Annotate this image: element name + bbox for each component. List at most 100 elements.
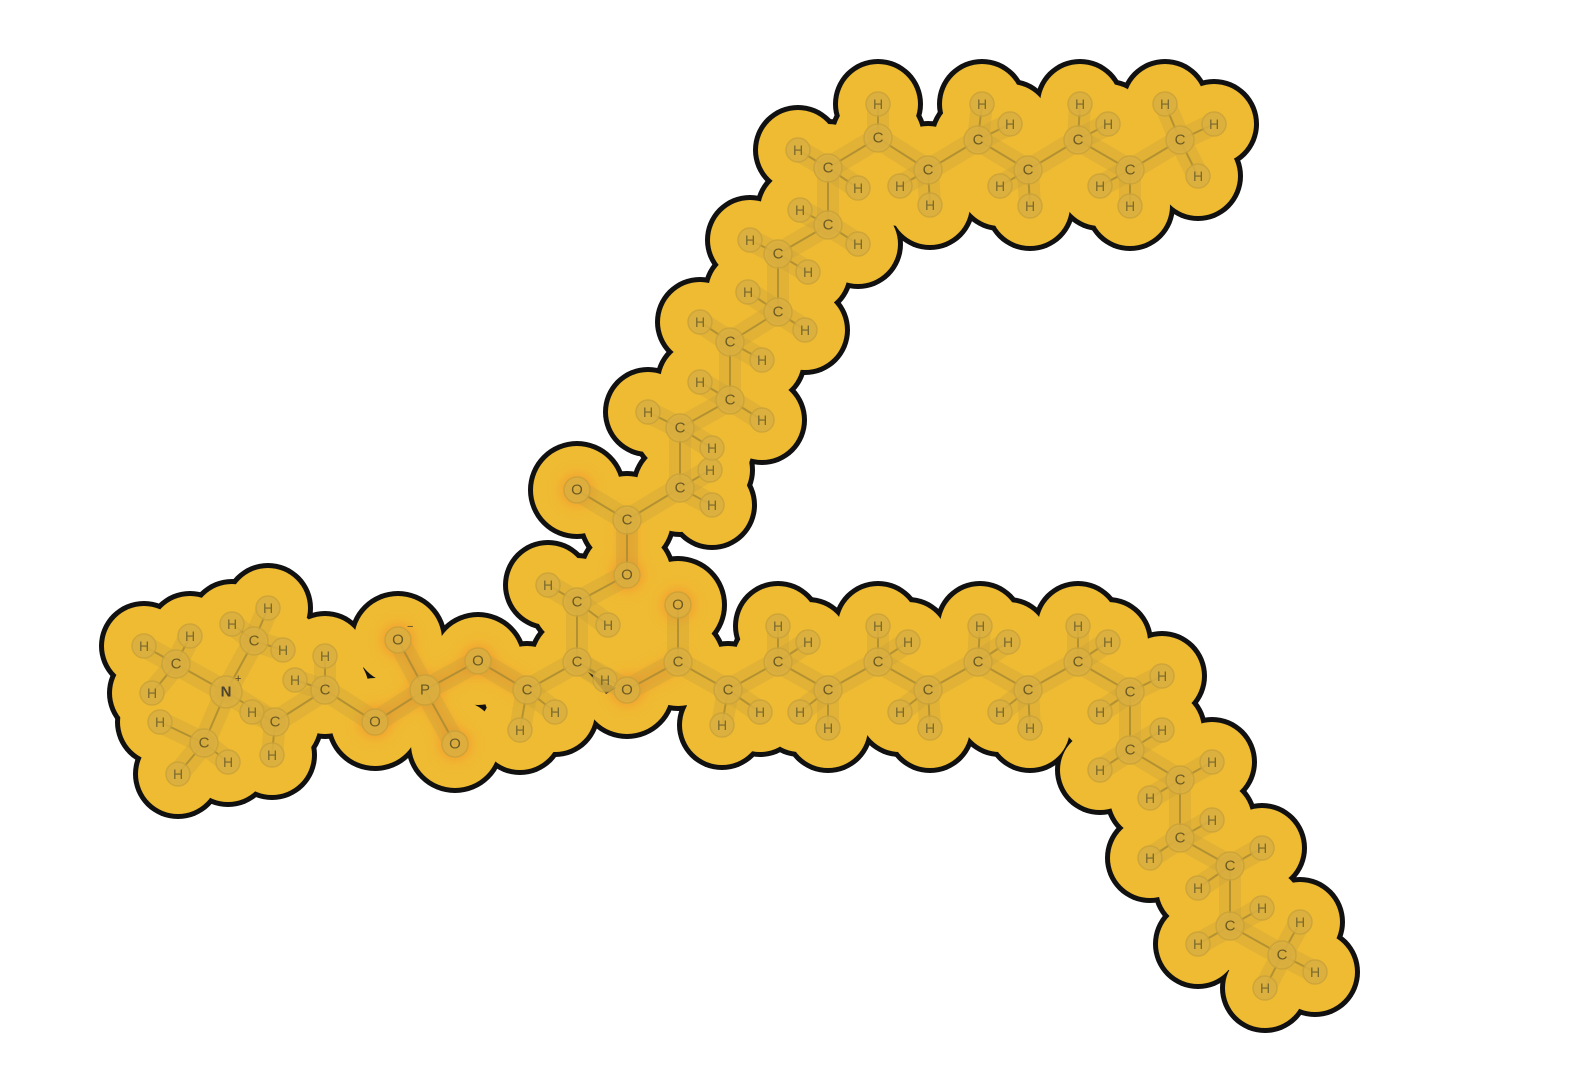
atom-label: C	[673, 654, 684, 671]
atom-disc	[1149, 663, 1175, 689]
atom-label: O	[472, 653, 484, 670]
atom-disc	[917, 715, 943, 741]
atom-disc	[1063, 647, 1093, 677]
atom-disc	[1287, 909, 1313, 935]
atom-label: H	[1157, 722, 1167, 738]
atom-label: H	[717, 717, 727, 733]
atom-disc	[845, 175, 871, 201]
atom-disc	[441, 730, 469, 758]
atom-label: H	[263, 600, 273, 616]
atom-label: C	[1225, 918, 1236, 935]
atom-disc	[1087, 173, 1113, 199]
atom-label: O	[621, 567, 633, 584]
atom-label: C	[320, 682, 331, 699]
atom-disc	[1115, 155, 1145, 185]
atom-disc	[1063, 125, 1093, 155]
atom-label: H	[873, 618, 883, 634]
atom-label: C	[823, 160, 834, 177]
atom-label: H	[823, 720, 833, 736]
atom-label: H	[903, 634, 913, 650]
atom-label: H	[895, 178, 905, 194]
atom-label: C	[1073, 132, 1084, 149]
atom-label: H	[1157, 668, 1167, 684]
atom-disc	[1215, 851, 1245, 881]
atom-label: C	[622, 512, 633, 529]
atom-label: H	[705, 462, 715, 478]
atom-label: N	[221, 684, 232, 701]
atom-disc	[715, 327, 745, 357]
atom-label: O	[392, 632, 404, 649]
atom-label: C	[522, 682, 533, 699]
atom-label: H	[977, 96, 987, 112]
atom-disc	[592, 667, 618, 693]
atom-disc	[239, 699, 265, 725]
atom-disc	[1165, 823, 1195, 853]
atom-label: H	[1073, 618, 1083, 634]
atom-disc	[219, 611, 245, 637]
atom-label: H	[995, 704, 1005, 720]
atom-label: H	[223, 754, 233, 770]
atom-label: H	[1207, 812, 1217, 828]
atom-disc	[1302, 959, 1328, 985]
atom-disc	[239, 626, 269, 656]
atom-label: H	[1257, 840, 1267, 856]
atom-disc	[259, 742, 285, 768]
atom-disc	[967, 613, 993, 639]
atom-label: H	[795, 704, 805, 720]
atom-disc	[699, 492, 725, 518]
atom-label: H	[1145, 850, 1155, 866]
atom-label: H	[515, 722, 525, 738]
atom-label: H	[603, 617, 613, 633]
atom-label: H	[755, 704, 765, 720]
atom-disc	[1017, 715, 1043, 741]
atom-disc	[1152, 91, 1178, 117]
atom-label: H	[1025, 198, 1035, 214]
atom-label: H	[800, 322, 810, 338]
atom-label: H	[853, 180, 863, 196]
atom-disc	[1185, 875, 1211, 901]
atom-label: H	[320, 648, 330, 664]
atom-label: H	[147, 685, 157, 701]
atom-disc	[1215, 911, 1245, 941]
atom-disc	[913, 155, 943, 185]
atom-disc	[147, 709, 173, 735]
atom-disc	[260, 707, 290, 737]
atom-label: C	[773, 304, 784, 321]
atom-label: C	[1175, 132, 1186, 149]
atom-disc	[995, 629, 1021, 655]
atom-label: H	[1005, 116, 1015, 132]
atom-disc	[747, 699, 773, 725]
atom-disc	[255, 595, 281, 621]
atom-disc	[665, 473, 695, 503]
atom-disc	[1185, 163, 1211, 189]
atom-label: H	[757, 352, 767, 368]
atom-label: C	[973, 132, 984, 149]
atom-disc	[917, 192, 943, 218]
atom-disc	[737, 227, 763, 253]
atom-disc	[963, 647, 993, 677]
atom-disc	[795, 629, 821, 655]
atom-disc	[1185, 931, 1211, 957]
atom-disc	[865, 91, 891, 117]
atom-disc	[699, 435, 725, 461]
atom-label: H	[543, 577, 553, 593]
atom-label: H	[290, 672, 300, 688]
atom-disc	[997, 111, 1023, 137]
atom-disc	[687, 309, 713, 335]
atom-disc	[1115, 735, 1145, 765]
atom-disc	[209, 675, 243, 709]
atom-disc	[562, 587, 592, 617]
atom-label: C	[1073, 654, 1084, 671]
atom-disc	[409, 674, 441, 706]
atom-label: H	[1095, 704, 1105, 720]
atom-label: H	[155, 714, 165, 730]
atom-label: H	[1257, 900, 1267, 916]
atom-disc	[282, 667, 308, 693]
atom-disc	[749, 407, 775, 433]
atom-label: C	[1175, 830, 1186, 847]
atom-disc	[1013, 155, 1043, 185]
atom-disc	[361, 708, 389, 736]
atom-label: H	[1207, 754, 1217, 770]
atom-label: O	[449, 736, 461, 753]
